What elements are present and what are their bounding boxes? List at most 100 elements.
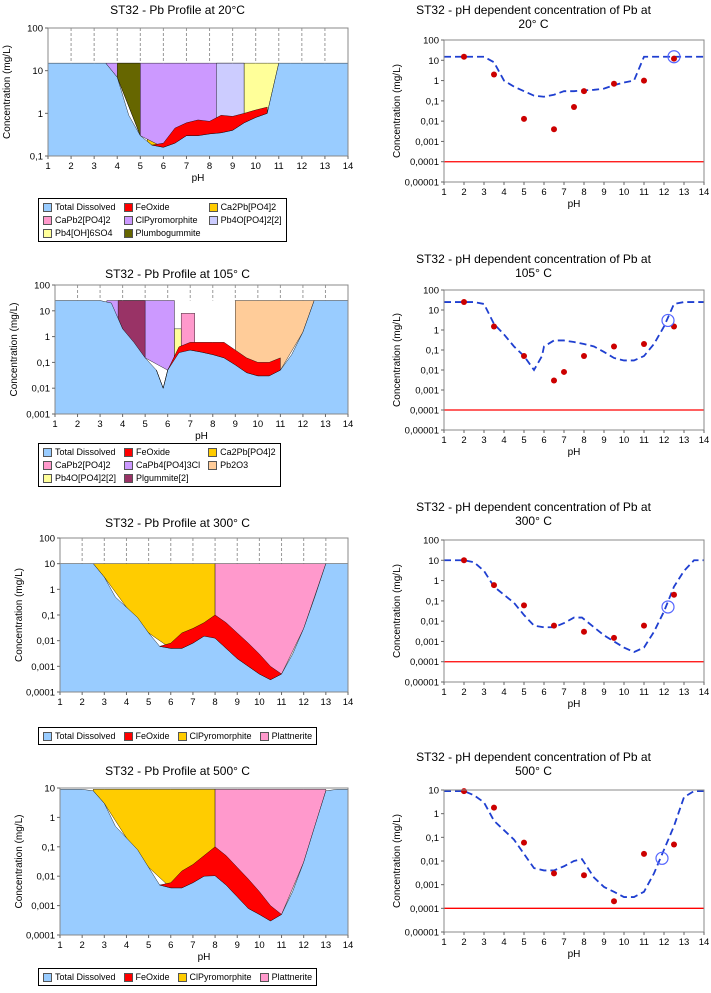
x-tick-label: 5 bbox=[143, 419, 148, 430]
chart-scatter-300: ST32 - pH dependent concentration of Pb … bbox=[356, 500, 711, 750]
area-layers bbox=[59, 788, 349, 936]
x-tick-label: 3 bbox=[97, 419, 102, 430]
y-tick-label: 0,01 bbox=[421, 117, 440, 128]
plot-background bbox=[444, 540, 704, 682]
y-axis-label: Concentration (mg/L) bbox=[392, 64, 403, 158]
x-tick-label: 4 bbox=[501, 687, 506, 698]
y-tick-label: 0,1 bbox=[37, 358, 50, 369]
legend-swatch bbox=[208, 447, 218, 457]
x-tick-label: 4 bbox=[120, 419, 125, 430]
x-tick-label: 12 bbox=[659, 937, 670, 948]
y-tick-label: 100 bbox=[34, 282, 50, 292]
y-tick-label: 0,1 bbox=[426, 346, 439, 357]
y-tick-label: 0,1 bbox=[426, 596, 439, 607]
x-tick-label: 9 bbox=[235, 697, 240, 708]
y-axis-label: Concentration (mg/L) bbox=[14, 815, 25, 909]
y-tick-label: 0,00001 bbox=[405, 678, 439, 689]
y-tick-label: 0,00001 bbox=[405, 178, 439, 189]
chart-title: ST32 - Pb Profile at 105° C bbox=[105, 267, 250, 281]
profile-20-plot: 1 2 3 4 5 6 7 8 9 10 11 12 13 140,1110100pHConcentrat… bbox=[2, 24, 353, 185]
chart-profile-500: ST32 - Pb Profile at 500° C 1 2 3 4 5 6 7 8 9 10 1… bbox=[0, 750, 355, 993]
area-feoxide bbox=[151, 106, 268, 148]
chart-title: ST32 - pH dependent concentration of Pb … bbox=[416, 3, 651, 31]
legend-swatch bbox=[208, 215, 218, 225]
x-tick-label: 8 bbox=[212, 940, 217, 951]
x-tick-label: 13 bbox=[679, 187, 690, 198]
x-tick-label: 6 bbox=[168, 697, 173, 708]
data-point bbox=[461, 557, 467, 564]
legend-swatch bbox=[208, 202, 218, 212]
legend-swatch bbox=[43, 215, 52, 225]
legend-label: Plgummite[2] bbox=[136, 473, 189, 483]
x-tick-label: 7 bbox=[190, 940, 195, 951]
legend-swatch bbox=[123, 731, 133, 741]
legend-label: ClPyromorphite bbox=[189, 972, 252, 982]
y-tick-label: 100 bbox=[39, 534, 55, 545]
y-tick-label: 100 bbox=[423, 536, 439, 547]
legend-item: Pb2O3 bbox=[208, 459, 276, 471]
x-tick-label: 5 bbox=[521, 687, 526, 698]
legend-item: Pb4O[PO4]2[2] bbox=[43, 472, 116, 484]
x-tick-label: 9 bbox=[230, 161, 235, 172]
x-tick-label: 10 bbox=[253, 419, 264, 430]
x-tick-label: 3 bbox=[481, 435, 486, 446]
x-tick-label: 10 bbox=[619, 187, 630, 198]
legend-item: Total Dissolved bbox=[43, 971, 116, 983]
legend-profile-20: Total Dissolved FeOxide Ca2Pb[PO4]2 CaPb2[P… bbox=[38, 198, 287, 242]
legend-label: CaPb4[PO4]3Cl bbox=[136, 460, 201, 470]
x-tick-label: 6 bbox=[541, 937, 546, 948]
legend-item: FeOxide bbox=[123, 730, 170, 742]
legend-label: ClPyromorphite bbox=[189, 731, 252, 741]
y-tick-label: 0,001 bbox=[415, 386, 439, 397]
legend-label: Pb4[OH]6SO4 bbox=[55, 228, 113, 238]
x-tick-label: 3 bbox=[102, 697, 107, 708]
y-tick-label: 0,01 bbox=[421, 366, 440, 377]
x-tick-label: 5 bbox=[138, 161, 143, 172]
data-point bbox=[671, 55, 677, 62]
x-axis-label: pH bbox=[568, 699, 581, 710]
legend-item: Ca2Pb[PO4]2 bbox=[208, 201, 282, 213]
x-tick-label: 9 bbox=[601, 435, 606, 446]
x-tick-label: 13 bbox=[321, 940, 332, 951]
y-tick-label: 100 bbox=[423, 36, 439, 47]
y-axis-label: Concentration (mg/L) bbox=[2, 45, 13, 139]
legend-swatch bbox=[43, 731, 52, 741]
y-axis-label: Concentration (mg/L) bbox=[9, 303, 20, 397]
model-curve bbox=[444, 55, 704, 98]
x-tick-label: 5 bbox=[146, 940, 151, 951]
plot-frame bbox=[443, 39, 705, 183]
x-tick-label: 8 bbox=[581, 687, 586, 698]
legend-label: Pb4O[PO4]2[2] bbox=[55, 473, 117, 483]
legend-swatch bbox=[259, 731, 269, 741]
data-point bbox=[581, 88, 587, 95]
y-tick-label: 1 bbox=[38, 109, 43, 120]
y-tick-label: 1 bbox=[45, 332, 50, 343]
data-point bbox=[571, 103, 577, 110]
legend-swatch bbox=[123, 972, 133, 982]
legend-swatch bbox=[43, 228, 52, 238]
legend-label: CaPb2[PO4]2 bbox=[55, 460, 111, 470]
y-tick-label: 0,1 bbox=[30, 152, 43, 163]
x-tick-label: 6 bbox=[541, 687, 546, 698]
x-tick-label: 13 bbox=[679, 937, 690, 948]
y-tick-label: 10 bbox=[428, 56, 439, 67]
profile-300-plot: 1 2 3 4 5 6 7 8 9 10 11 12 13 140,00010,0010,010,1110… bbox=[14, 534, 353, 711]
plot-frame bbox=[54, 284, 349, 415]
data-point bbox=[461, 788, 467, 795]
legend-label: ClPyromorphite bbox=[135, 215, 198, 225]
y-tick-label: 10 bbox=[44, 559, 55, 570]
chart-scatter-500: ST32 - pH dependent concentration of Pb … bbox=[356, 750, 711, 993]
x-tick-label: 4 bbox=[115, 161, 120, 172]
chart-title: ST32 - pH dependent concentration of Pb … bbox=[416, 500, 651, 528]
model-curve bbox=[444, 790, 704, 898]
y-tick-label: 1 bbox=[434, 576, 439, 587]
y-tick-label: 10 bbox=[428, 306, 439, 317]
data-point bbox=[581, 353, 587, 360]
x-axis-label: pH bbox=[568, 199, 581, 210]
y-tick-label: 0,001 bbox=[31, 901, 55, 912]
x-tick-label: 5 bbox=[521, 435, 526, 446]
y-tick-label: 0,00001 bbox=[405, 928, 439, 939]
data-point bbox=[671, 841, 677, 848]
legend-label: FeOxide bbox=[135, 972, 170, 982]
x-tick-label: 1 bbox=[52, 419, 57, 430]
